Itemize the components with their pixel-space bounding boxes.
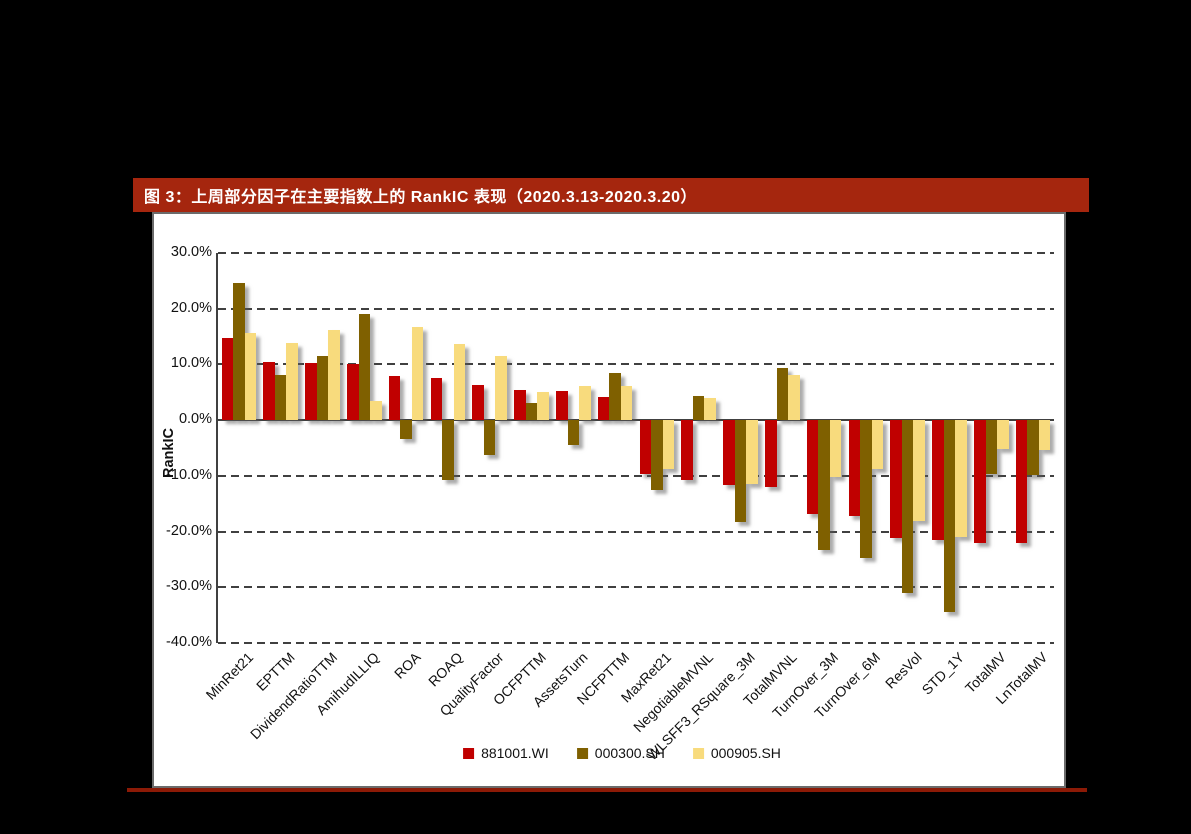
bar	[597, 397, 610, 421]
bar	[316, 355, 329, 421]
bar	[263, 362, 275, 421]
bar	[704, 398, 716, 421]
bar	[871, 420, 884, 469]
bottom-rule	[127, 788, 1087, 792]
x-category-label: MinRet21	[202, 649, 257, 703]
bar	[662, 420, 675, 469]
legend-label: 881001.WI	[481, 745, 549, 761]
bar	[955, 420, 967, 538]
bar	[274, 374, 287, 421]
bar	[472, 385, 484, 421]
legend-swatch	[692, 747, 704, 759]
plot-area	[216, 252, 1054, 644]
legend-label: 000905.SH	[710, 745, 781, 761]
gridline	[218, 252, 1054, 254]
bar	[788, 375, 800, 421]
bar	[430, 377, 443, 421]
legend-item: 000300.SH	[576, 745, 665, 761]
bar	[848, 420, 861, 517]
bar	[286, 343, 298, 421]
y-tick-label: -40.0%	[166, 634, 212, 650]
y-tick-label: 20.0%	[170, 299, 212, 316]
legend-swatch	[463, 747, 475, 759]
bar	[579, 386, 591, 421]
bar	[1015, 420, 1028, 543]
figure-title-bar: 图 3：上周部分因子在主要指数上的 RankIC 表现（2020.3.13-20…	[133, 178, 1089, 212]
bar	[723, 420, 735, 485]
bar	[932, 420, 944, 541]
x-category-label: STD_1Y	[918, 649, 967, 698]
gridline	[218, 586, 1054, 589]
bar	[442, 420, 454, 481]
legend-item: 000905.SH	[692, 745, 781, 761]
legend-swatch	[576, 747, 588, 759]
bar	[860, 420, 872, 559]
bar	[411, 326, 424, 421]
gridline	[218, 307, 1054, 310]
bar	[495, 356, 507, 421]
bar	[746, 420, 758, 485]
bar	[400, 420, 412, 439]
bar	[943, 420, 956, 612]
bar	[233, 282, 245, 421]
gridline	[218, 642, 1054, 644]
bar	[901, 420, 914, 593]
y-tick-label: 0.0%	[178, 411, 212, 428]
bar	[221, 338, 234, 421]
bar	[997, 420, 1009, 450]
bar	[974, 420, 986, 543]
chart-panel: RankIC 30.0% 20.0% 10.0% 0.0% -10.0% -20.0% -3…	[152, 212, 1066, 788]
y-tick-label: -20.0%	[166, 522, 212, 539]
y-axis-title: RankIC	[154, 405, 184, 501]
gridline	[218, 530, 1054, 533]
y-axis-line	[216, 253, 218, 643]
bar	[483, 420, 496, 456]
bar	[913, 420, 925, 522]
bar	[829, 420, 842, 478]
bar	[639, 420, 652, 475]
gridline	[218, 474, 1054, 477]
gridline	[218, 363, 1054, 366]
bar	[305, 363, 317, 421]
bar	[1027, 420, 1039, 476]
bar	[388, 375, 401, 421]
bar	[818, 420, 830, 551]
bar	[609, 373, 621, 421]
bar	[453, 343, 466, 421]
bar	[651, 420, 663, 491]
bar	[537, 392, 549, 421]
bar	[806, 420, 819, 514]
bar	[244, 333, 257, 421]
x-category-label: ROA	[390, 649, 424, 682]
bar	[985, 420, 997, 474]
y-tick-label: -30.0%	[166, 578, 212, 595]
bar	[765, 420, 777, 488]
bar	[681, 420, 693, 480]
bar	[525, 402, 538, 421]
y-tick-label: 10.0%	[170, 355, 212, 372]
y-tick-label: -10.0%	[166, 466, 212, 483]
bar	[620, 386, 633, 421]
y-axis-title-text: RankIC	[161, 428, 177, 478]
bar	[734, 420, 747, 523]
bar	[370, 400, 382, 421]
bar	[776, 368, 788, 421]
figure-title: 图 3：上周部分因子在主要指数上的 RankIC 表现（2020.3.13-20…	[144, 189, 698, 206]
bar	[567, 420, 579, 446]
legend-label: 000300.SH	[594, 745, 665, 761]
bar	[1038, 420, 1051, 451]
bar	[328, 329, 340, 421]
bar	[358, 314, 370, 421]
zero-axis-line	[218, 419, 1054, 422]
legend-item: 881001.WI	[463, 745, 549, 761]
bar	[347, 364, 359, 421]
chart-legend: 881001.WI 000300.SH 000905.SH	[463, 745, 781, 761]
bar	[556, 390, 568, 421]
bar	[514, 389, 526, 421]
x-axis-labels: MinRet21 EPTTM DividendRatioTTM AmihudILLIQ…	[203, 649, 1054, 784]
y-tick-label: 30.0%	[170, 244, 212, 260]
bar	[692, 395, 705, 421]
bar	[890, 420, 902, 539]
